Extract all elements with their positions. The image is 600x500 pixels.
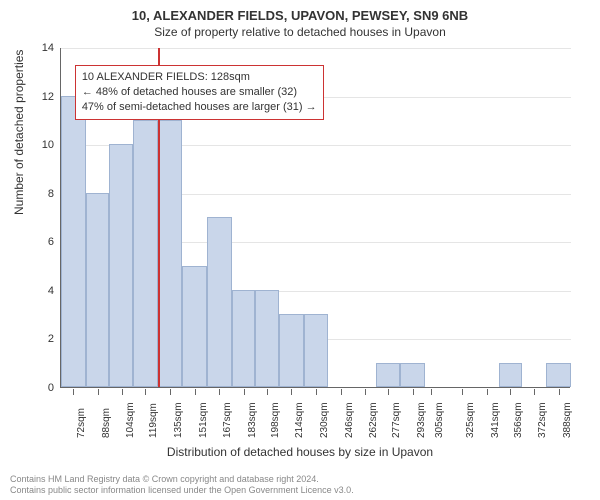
histogram-bar [207, 217, 232, 387]
xtick [195, 389, 196, 395]
histogram-bar [376, 363, 401, 387]
histogram-bar [499, 363, 522, 387]
xtick [388, 389, 389, 395]
callout-line-3: 47% of semi-detached houses are larger (… [82, 100, 317, 115]
xtick-label: 246sqm [344, 402, 355, 438]
callout-line-1: 10 ALEXANDER FIELDS: 128sqm [82, 70, 317, 85]
xtick [413, 389, 414, 395]
xtick-label: 214sqm [294, 402, 305, 438]
title-block: 10, ALEXANDER FIELDS, UPAVON, PEWSEY, SN… [0, 0, 600, 39]
xtick [462, 389, 463, 395]
xtick [219, 389, 220, 395]
histogram-bar [279, 314, 304, 387]
histogram-bar [133, 120, 158, 387]
gridline [61, 48, 571, 49]
xtick [341, 389, 342, 395]
footer-attribution: Contains HM Land Registry data © Crown c… [10, 474, 354, 497]
chart-subtitle: Size of property relative to detached ho… [0, 25, 600, 39]
xtick [170, 389, 171, 395]
histogram-bar [232, 290, 255, 387]
footer-line-2: Contains public sector information licen… [10, 485, 354, 496]
xtick [431, 389, 432, 395]
xtick [244, 389, 245, 395]
xtick [267, 389, 268, 395]
plot-region: 0246810121410 ALEXANDER FIELDS: 128sqm← … [60, 48, 570, 388]
xtick [316, 389, 317, 395]
ytick-label: 4 [24, 285, 54, 297]
xtick-label: 72sqm [76, 408, 87, 438]
histogram-bar [255, 290, 280, 387]
xtick [487, 389, 488, 395]
ytick-label: 8 [24, 188, 54, 200]
xtick [559, 389, 560, 395]
ytick-label: 2 [24, 333, 54, 345]
ytick-label: 10 [24, 139, 54, 151]
ytick-label: 14 [24, 42, 54, 54]
xtick [291, 389, 292, 395]
histogram-bar [86, 193, 109, 387]
callout-line-2: ← 48% of detached houses are smaller (32… [82, 85, 317, 100]
xtick-label: 356sqm [513, 402, 524, 438]
xtick [534, 389, 535, 395]
xtick-label: 325sqm [465, 402, 476, 438]
x-axis-label: Distribution of detached houses by size … [0, 445, 600, 459]
ytick-label: 12 [24, 91, 54, 103]
xtick [98, 389, 99, 395]
xtick-label: 198sqm [270, 402, 281, 438]
xtick-label: 135sqm [173, 402, 184, 438]
xtick [510, 389, 511, 395]
chart-area: 0246810121410 ALEXANDER FIELDS: 128sqm← … [60, 48, 570, 388]
ytick-label: 0 [24, 382, 54, 394]
histogram-bar [546, 363, 571, 387]
xtick [365, 389, 366, 395]
xtick-label: 88sqm [101, 408, 112, 438]
xtick-label: 167sqm [222, 402, 233, 438]
xtick-label: 104sqm [125, 402, 136, 438]
xtick [73, 389, 74, 395]
histogram-bar [61, 96, 86, 387]
xtick-label: 372sqm [537, 402, 548, 438]
histogram-bar [304, 314, 329, 387]
xtick-label: 305sqm [434, 402, 445, 438]
histogram-bar [182, 266, 207, 387]
histogram-bar [400, 363, 425, 387]
xtick-label: 230sqm [319, 402, 330, 438]
xtick-label: 277sqm [391, 402, 402, 438]
xtick-label: 183sqm [247, 402, 258, 438]
xtick-label: 341sqm [490, 402, 501, 438]
xtick-label: 388sqm [562, 402, 573, 438]
xtick [145, 389, 146, 395]
ytick-label: 6 [24, 236, 54, 248]
callout-box: 10 ALEXANDER FIELDS: 128sqm← 48% of deta… [75, 65, 324, 120]
histogram-bar [158, 120, 183, 387]
xtick-label: 119sqm [148, 403, 159, 438]
xtick [122, 389, 123, 395]
footer-line-1: Contains HM Land Registry data © Crown c… [10, 474, 354, 485]
xtick-label: 151sqm [198, 402, 209, 438]
chart-title: 10, ALEXANDER FIELDS, UPAVON, PEWSEY, SN… [0, 8, 600, 23]
xtick-label: 293sqm [416, 402, 427, 438]
xtick-label: 262sqm [368, 402, 379, 438]
histogram-bar [109, 144, 134, 387]
